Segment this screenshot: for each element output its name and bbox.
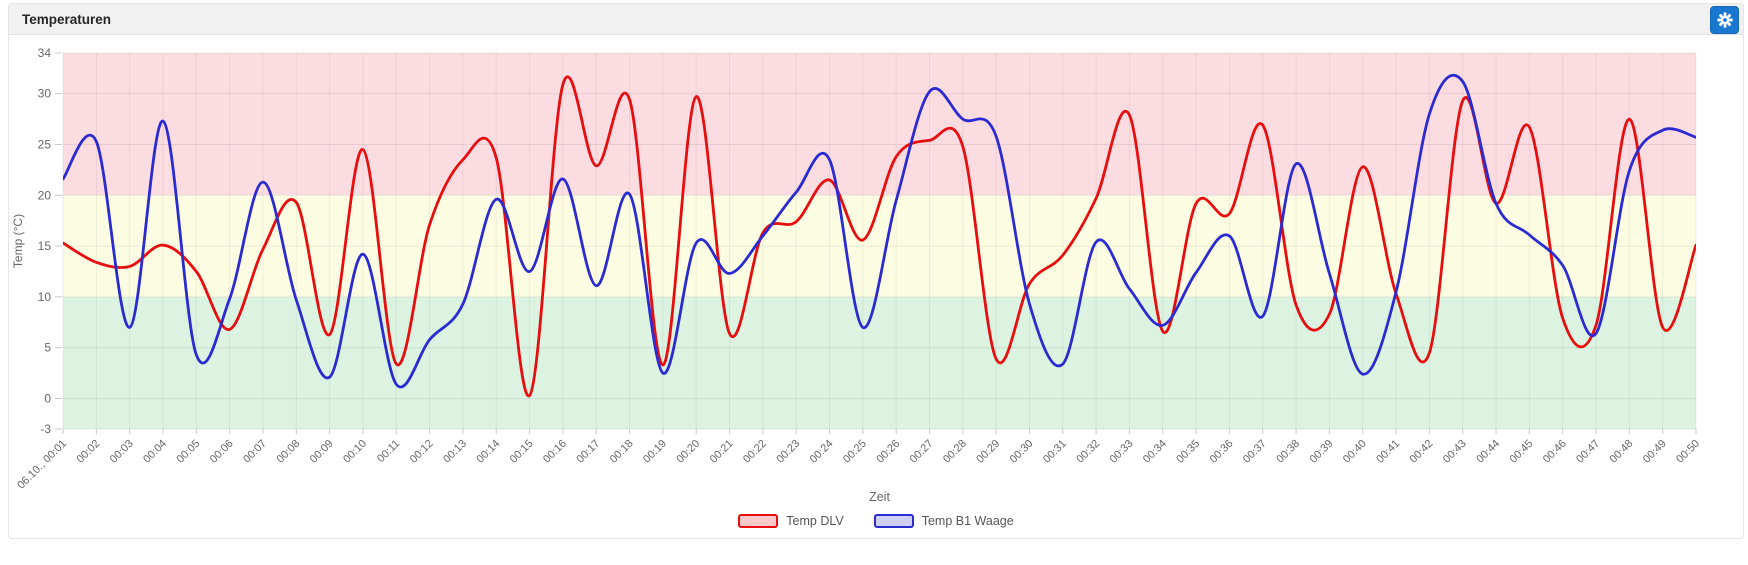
plot-band-2 bbox=[63, 296, 1696, 429]
x-tick-label: 00:19 bbox=[641, 438, 669, 466]
x-tick-label: 00:47 bbox=[1574, 438, 1602, 466]
y-tick-label: 10 bbox=[38, 290, 52, 304]
x-tick-label: 00:26 bbox=[874, 438, 902, 466]
series-line-temp-dlv bbox=[63, 75, 1696, 397]
x-tick-label: 00:38 bbox=[1274, 438, 1302, 466]
x-tick-label: 00:42 bbox=[1408, 438, 1436, 466]
x-tick-label: 00:33 bbox=[1108, 438, 1136, 466]
x-tick-label: 00:06 bbox=[208, 438, 236, 466]
x-tick-label: 00:08 bbox=[274, 438, 302, 466]
x-tick-label: 00:45 bbox=[1508, 438, 1536, 466]
x-tick-label: 00:10 bbox=[341, 438, 369, 466]
gear-icon bbox=[1716, 12, 1733, 28]
y-tick-label: 34 bbox=[38, 46, 52, 60]
legend-swatch-temp-dlv bbox=[738, 514, 779, 528]
panel-title: Temperaturen bbox=[22, 12, 112, 27]
x-tick-label: 00:37 bbox=[1241, 438, 1269, 466]
x-tick-label: 00:22 bbox=[741, 438, 769, 466]
series-line-temp-b1-waage bbox=[63, 74, 1696, 389]
x-tick-label: 00:49 bbox=[1641, 438, 1669, 466]
x-tick-label: 00:02 bbox=[74, 438, 102, 466]
x-tick-label: 00:14 bbox=[474, 438, 502, 466]
y-tick-label: 15 bbox=[38, 239, 52, 253]
x-tick-label: 00:36 bbox=[1208, 438, 1236, 466]
x-tick-label: 00:44 bbox=[1474, 438, 1502, 466]
x-tick-label: 06.10., 00:01 bbox=[15, 438, 69, 492]
x-tick-label: 00:35 bbox=[1174, 438, 1202, 466]
legend-item-temp-b1-waage[interactable]: Temp B1 Waage bbox=[873, 514, 1014, 528]
x-tick-label: 00:20 bbox=[674, 438, 702, 466]
y-grid bbox=[55, 52, 1696, 430]
y-tick-label: 5 bbox=[44, 341, 51, 355]
legend-label-temp-dlv: Temp DLV bbox=[786, 514, 844, 528]
x-tick-label: 00:34 bbox=[1141, 438, 1169, 466]
x-tick-label: 00:04 bbox=[141, 438, 169, 466]
x-tick-label: 00:16 bbox=[541, 438, 569, 466]
x-tick-label: 00:50 bbox=[1674, 438, 1702, 466]
x-axis-labels: 06.10., 00:01 00:02 00:03 00:04 00:05 00:06 00… bbox=[15, 438, 1702, 492]
x-tick-label: 00:41 bbox=[1374, 438, 1402, 466]
y-tick-label: 20 bbox=[38, 188, 52, 202]
x-tick-label: 00:03 bbox=[108, 438, 136, 466]
x-tick-label: 00:28 bbox=[941, 438, 969, 466]
x-tick-label: 00:46 bbox=[1541, 438, 1569, 466]
legend-label-temp-b1-waage: Temp B1 Waage bbox=[921, 514, 1014, 528]
temperature-panel: Temperaturen 34 30 25 20 15 10 5 0 -3 06.10., 00:… bbox=[8, 3, 1744, 539]
plot-bands bbox=[63, 53, 1696, 429]
x-tick-label: 00:27 bbox=[908, 438, 936, 466]
x-tick-label: 00:30 bbox=[1008, 438, 1036, 466]
y-tick-label: 25 bbox=[38, 137, 52, 151]
x-grid bbox=[62, 53, 1697, 434]
x-axis-title: Zeit bbox=[869, 490, 890, 504]
y-tick-label: -3 bbox=[40, 422, 51, 436]
x-tick-label: 00:32 bbox=[1074, 438, 1102, 466]
x-tick-label: 00:05 bbox=[174, 438, 202, 466]
x-tick-label: 00:39 bbox=[1308, 438, 1336, 466]
panel-header: Temperaturen bbox=[9, 4, 1743, 35]
x-tick-label: 00:12 bbox=[408, 438, 436, 466]
chart-legend: Temp DLV Temp B1 Waage bbox=[9, 510, 1743, 532]
x-tick-label: 00:13 bbox=[441, 438, 469, 466]
x-tick-label: 00:25 bbox=[841, 438, 869, 466]
x-tick-label: 00:18 bbox=[608, 438, 636, 466]
x-tick-label: 00:43 bbox=[1441, 438, 1469, 466]
x-tick-label: 00:24 bbox=[808, 438, 836, 466]
x-tick-label: 00:23 bbox=[774, 438, 802, 466]
plot-band-0 bbox=[63, 53, 1696, 196]
x-tick-label: 00:21 bbox=[708, 438, 736, 466]
legend-swatch-temp-b1-waage bbox=[873, 514, 914, 528]
x-tick-label: 00:29 bbox=[974, 438, 1002, 466]
x-tick-label: 00:40 bbox=[1341, 438, 1369, 466]
y-tick-label: 30 bbox=[38, 87, 52, 101]
y-tick-label: 0 bbox=[44, 392, 51, 406]
x-tick-label: 00:31 bbox=[1041, 438, 1069, 466]
settings-button[interactable] bbox=[1710, 6, 1739, 34]
legend-item-temp-dlv[interactable]: Temp DLV bbox=[738, 514, 844, 528]
x-tick-label: 00:15 bbox=[508, 438, 536, 466]
chart-area: 34 30 25 20 15 10 5 0 -3 06.10., 00:01 00:02 00:03 0… bbox=[9, 35, 1743, 538]
x-tick-label: 00:09 bbox=[308, 438, 336, 466]
y-axis-title: Temp (°C) bbox=[11, 214, 25, 268]
x-tick-label: 00:48 bbox=[1608, 438, 1636, 466]
y-axis-labels: 34 30 25 20 15 10 5 0 -3 bbox=[38, 46, 52, 436]
x-tick-label: 00:17 bbox=[574, 438, 602, 466]
x-tick-label: 00:11 bbox=[375, 438, 402, 465]
x-tick-label: 00:07 bbox=[241, 438, 269, 466]
